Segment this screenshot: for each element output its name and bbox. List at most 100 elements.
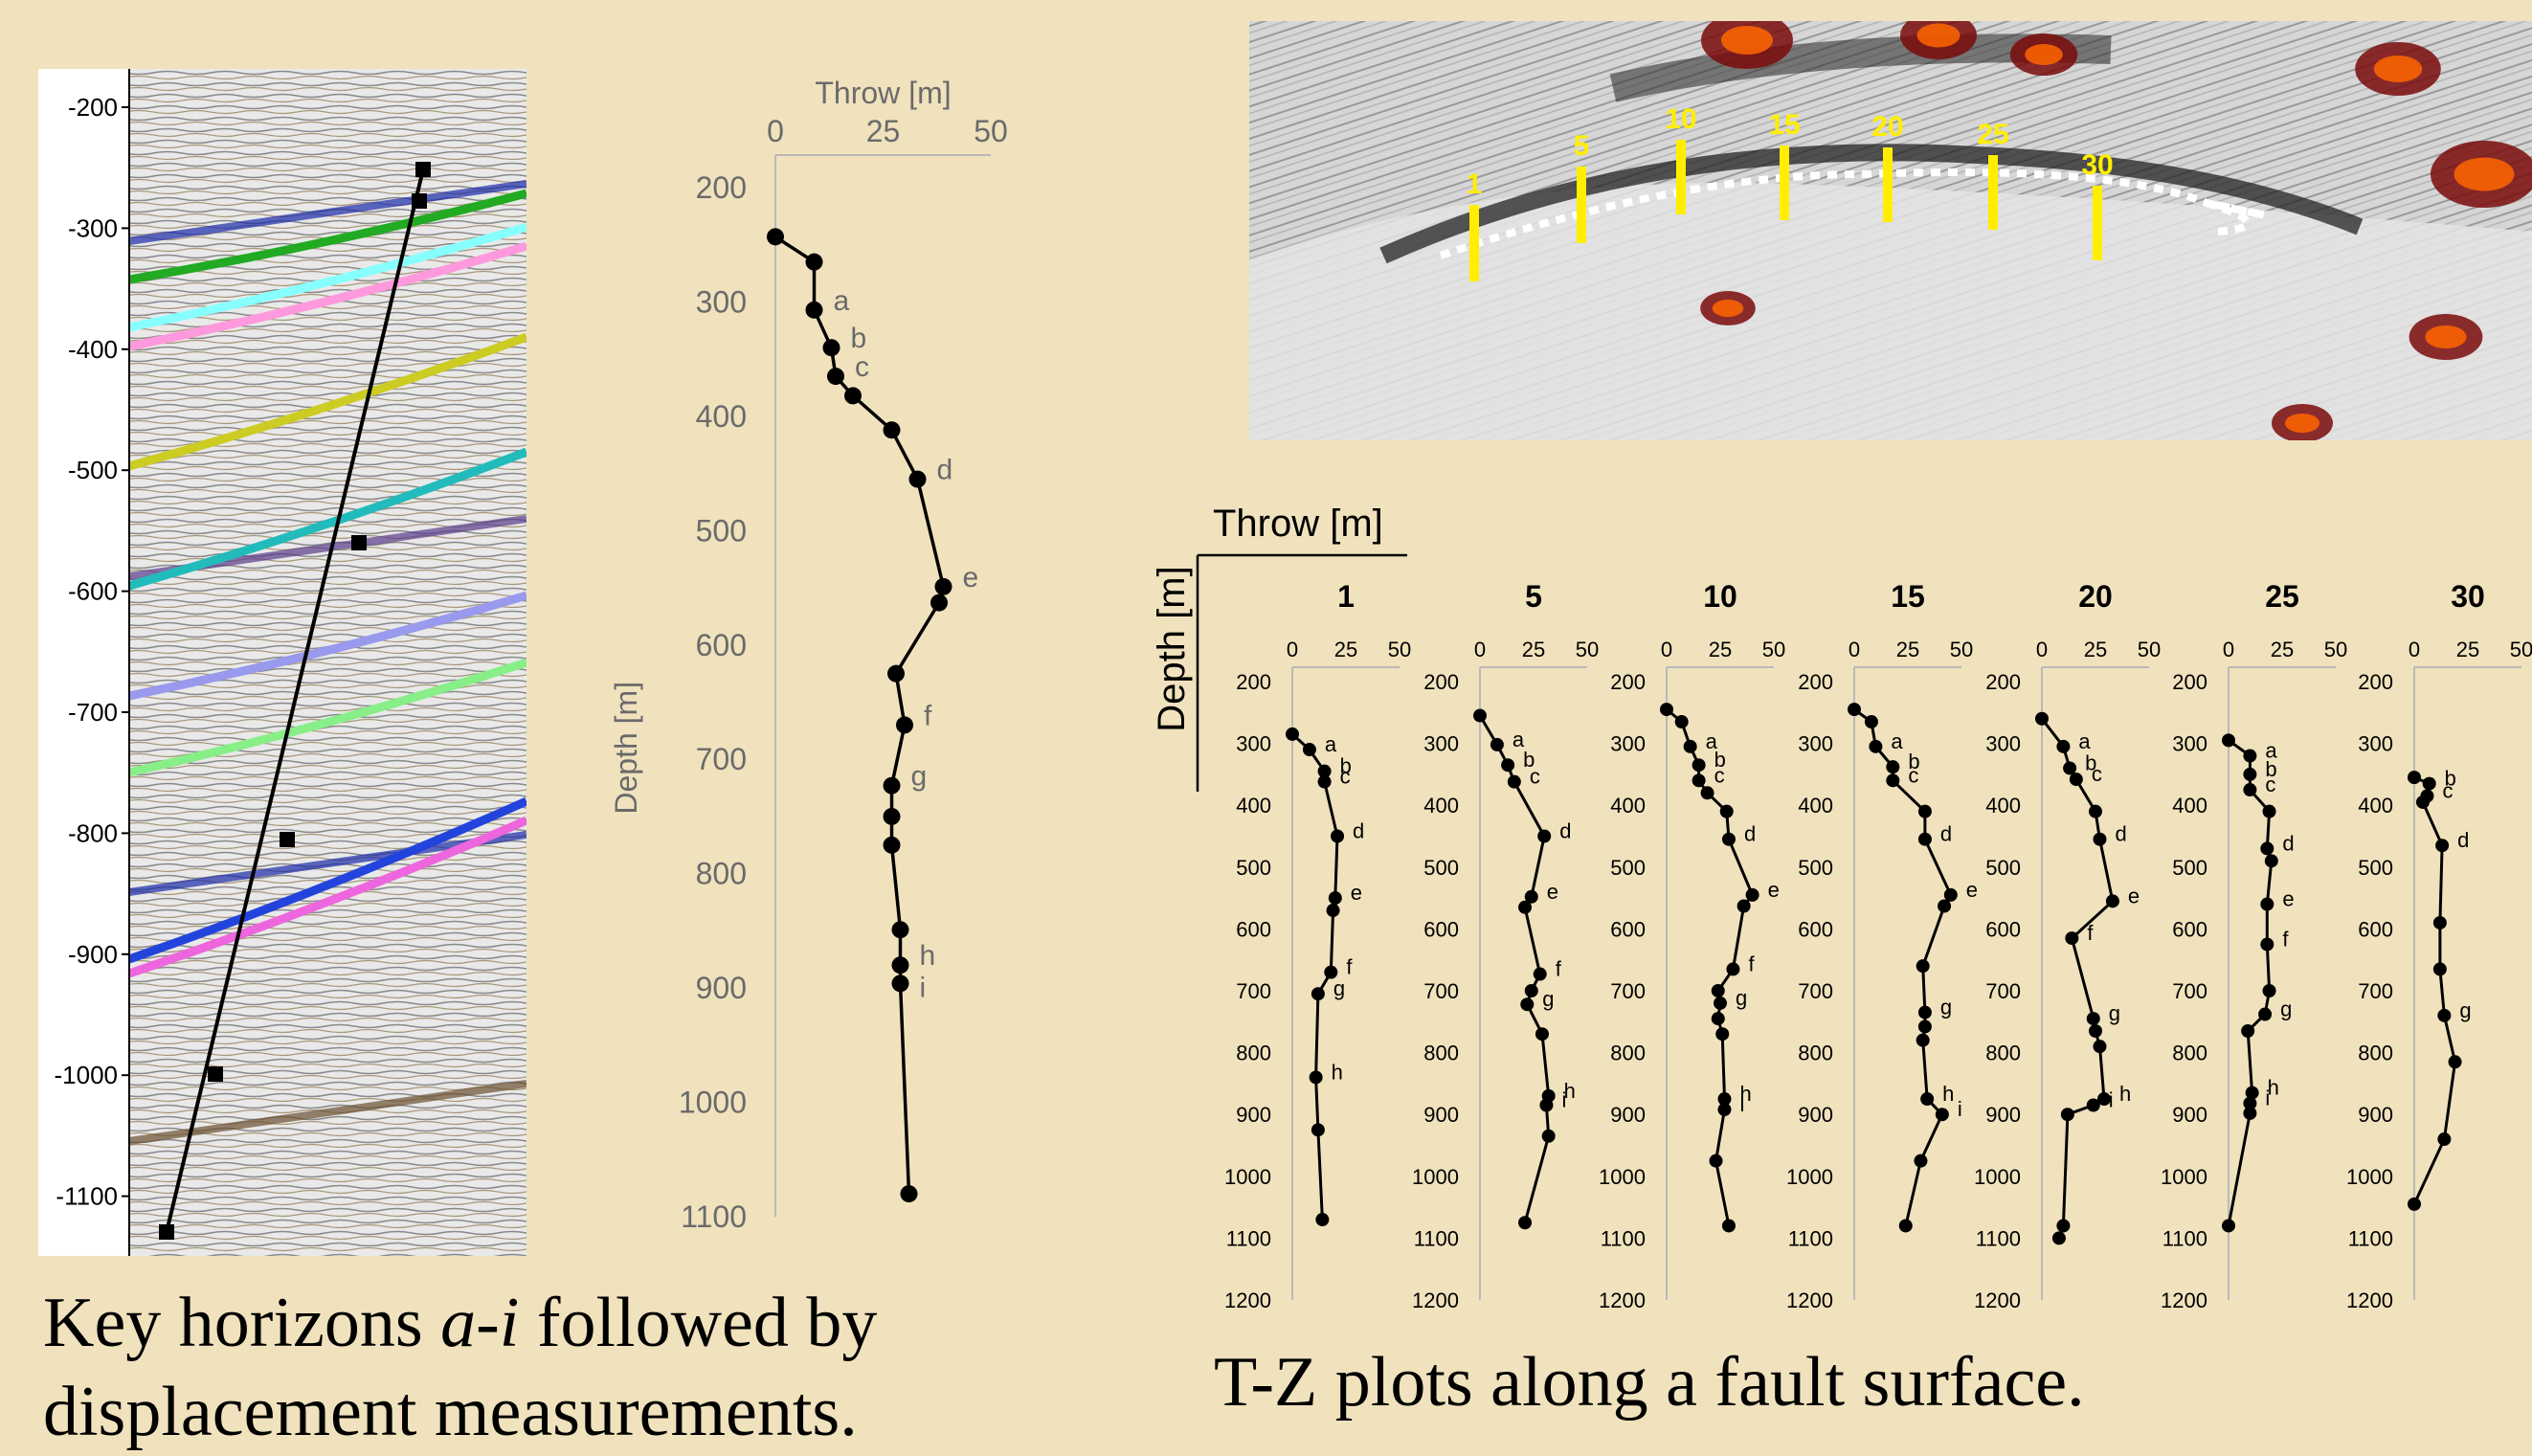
small-y-tick-label: 800: [1423, 1042, 1459, 1065]
small-data-point: [1311, 987, 1325, 1001]
small-x-tick-label: 25: [1334, 638, 1357, 661]
small-y-tick-label: 1000: [1224, 1165, 1271, 1189]
small-point-label-g: g: [1333, 976, 1345, 1000]
seismic-axis-background: [38, 69, 129, 1256]
small-data-point: [1674, 714, 1689, 728]
small-y-tick-label: 300: [1985, 732, 2021, 756]
seismic-horizon: [127, 447, 527, 591]
seismic-section: -200 -300 -400 -500 -600 -700 -800 -900 -1000 -11…: [38, 69, 527, 1256]
small-y-tick-label: 700: [1423, 979, 1459, 1003]
main-y-tick-label: 800: [696, 857, 747, 891]
small-y-tick-label: 700: [1610, 979, 1646, 1003]
small-y-tick-label: 1000: [2346, 1165, 2393, 1189]
main-x-tick-label: 0: [767, 114, 784, 148]
small-y-tick-label: 600: [2172, 917, 2207, 941]
fault-marker-label-30: 30: [2081, 149, 2113, 181]
main-y-tick-label: 700: [696, 742, 747, 776]
small-y-tick-label: 900: [2358, 1103, 2393, 1127]
small-point-label-f: f: [1346, 955, 1353, 979]
small-y-tick-label: 200: [1985, 670, 2021, 694]
small-point-label-h: h: [2119, 1082, 2131, 1106]
small-data-point: [1709, 1154, 1723, 1168]
small-y-tick-label: 900: [2172, 1103, 2207, 1127]
small-data-point: [1848, 703, 1861, 717]
small-data-point: [2065, 931, 2079, 946]
small-data-point: [2408, 771, 2421, 785]
small-y-tick-label: 600: [1798, 917, 1833, 941]
small-point-label-d: d: [1744, 822, 1756, 846]
caption-left-italic: a-i: [440, 1284, 520, 1362]
main-y-tick-label: 500: [696, 513, 747, 548]
small-point-label-e: e: [1966, 878, 1978, 902]
small-point-label-a: a: [2265, 739, 2277, 763]
small-data-point: [2222, 733, 2235, 748]
well-sample-marker: [415, 162, 431, 177]
small-data-point: [2243, 1096, 2257, 1110]
small-y-tick-label: 400: [1985, 794, 2021, 818]
small-data-point: [1711, 1012, 1725, 1026]
small-series-line-20: [2040, 717, 2115, 1239]
small-data-point: [2437, 1132, 2452, 1147]
small-x-tick-label: 25: [2271, 638, 2294, 661]
seismic-horizon: [128, 222, 527, 332]
small-data-point: [1917, 804, 1932, 818]
small-data-point: [1692, 758, 1706, 773]
small-point-label-h: h: [1332, 1060, 1343, 1084]
small-data-point: [1539, 1098, 1554, 1112]
small-data-point: [1938, 899, 1952, 913]
main-y-tick-label: 1000: [679, 1086, 747, 1120]
small-y-tick-label: 200: [2172, 670, 2207, 694]
small-data-point: [1917, 1019, 1932, 1034]
small-data-point: [2260, 841, 2274, 856]
small-x-tick-label: 0: [2409, 638, 2420, 661]
small-x-tick-label: 25: [1709, 638, 1732, 661]
main-data-point: [900, 1185, 918, 1203]
main-data-point: [767, 228, 784, 246]
small-y-tick-label: 900: [1236, 1103, 1271, 1127]
small-data-point: [1507, 774, 1521, 789]
small-point-label-b: b: [2265, 757, 2276, 781]
small-y-tick-label: 1000: [1974, 1165, 2021, 1189]
small-y-tick-label: 1100: [1788, 1226, 1833, 1250]
main-x-tick-label: 25: [866, 114, 901, 148]
small-data-point: [2222, 1219, 2235, 1233]
small-data-point: [1717, 1103, 1732, 1117]
small-x-tick-label: 25: [1896, 638, 1919, 661]
small-data-point: [1920, 1092, 1935, 1107]
small-point-label-f: f: [1748, 952, 1755, 975]
small-data-point: [1726, 962, 1740, 976]
throw-depth-chart: Throw [m] 0 25 50 200 300 400 500 600 700 800 900 10…: [609, 76, 1008, 1234]
well-sample-marker: [412, 193, 427, 209]
small-point-label-i: i: [1561, 1088, 1566, 1112]
small-data-point: [2056, 739, 2071, 753]
main-data-point: [930, 594, 948, 612]
small-y-tick-label: 400: [1236, 794, 1271, 818]
small-data-point: [2432, 962, 2447, 976]
small-data-point: [2260, 937, 2274, 952]
small-y-tick-label: 1200: [2161, 1288, 2207, 1312]
small-point-label-d: d: [2282, 831, 2294, 855]
main-y-tick-label: 900: [696, 971, 747, 1005]
small-data-point: [1721, 832, 1736, 846]
small-point-label-f: f: [2087, 921, 2094, 945]
main-data-point: [805, 253, 823, 271]
small-x-tick-label: 0: [1287, 638, 1298, 661]
main-data-point: [827, 368, 844, 386]
small-data-point: [2422, 776, 2436, 791]
small-y-tick-label: 1000: [1599, 1165, 1646, 1189]
small-y-tick-label: 600: [1423, 917, 1459, 941]
small-point-label-c: c: [1530, 765, 1540, 789]
small-y-tick-label: 400: [1610, 794, 1646, 818]
small-data-point: [1520, 997, 1535, 1012]
small-data-point: [1916, 959, 1930, 974]
well-sample-marker: [351, 535, 367, 550]
fault-marker-label-20: 20: [1871, 111, 1903, 143]
attribute-anomaly-core: [1721, 26, 1773, 55]
small-y-tick-label: 800: [1236, 1042, 1271, 1065]
small-data-point: [2093, 1040, 2107, 1054]
small-y-tick-label: 500: [1610, 856, 1646, 880]
small-y-tick-label: 400: [2358, 794, 2393, 818]
small-point-label-i: i: [2109, 1088, 2114, 1112]
small-data-point: [1715, 1027, 1730, 1042]
small-data-point: [2260, 897, 2274, 911]
